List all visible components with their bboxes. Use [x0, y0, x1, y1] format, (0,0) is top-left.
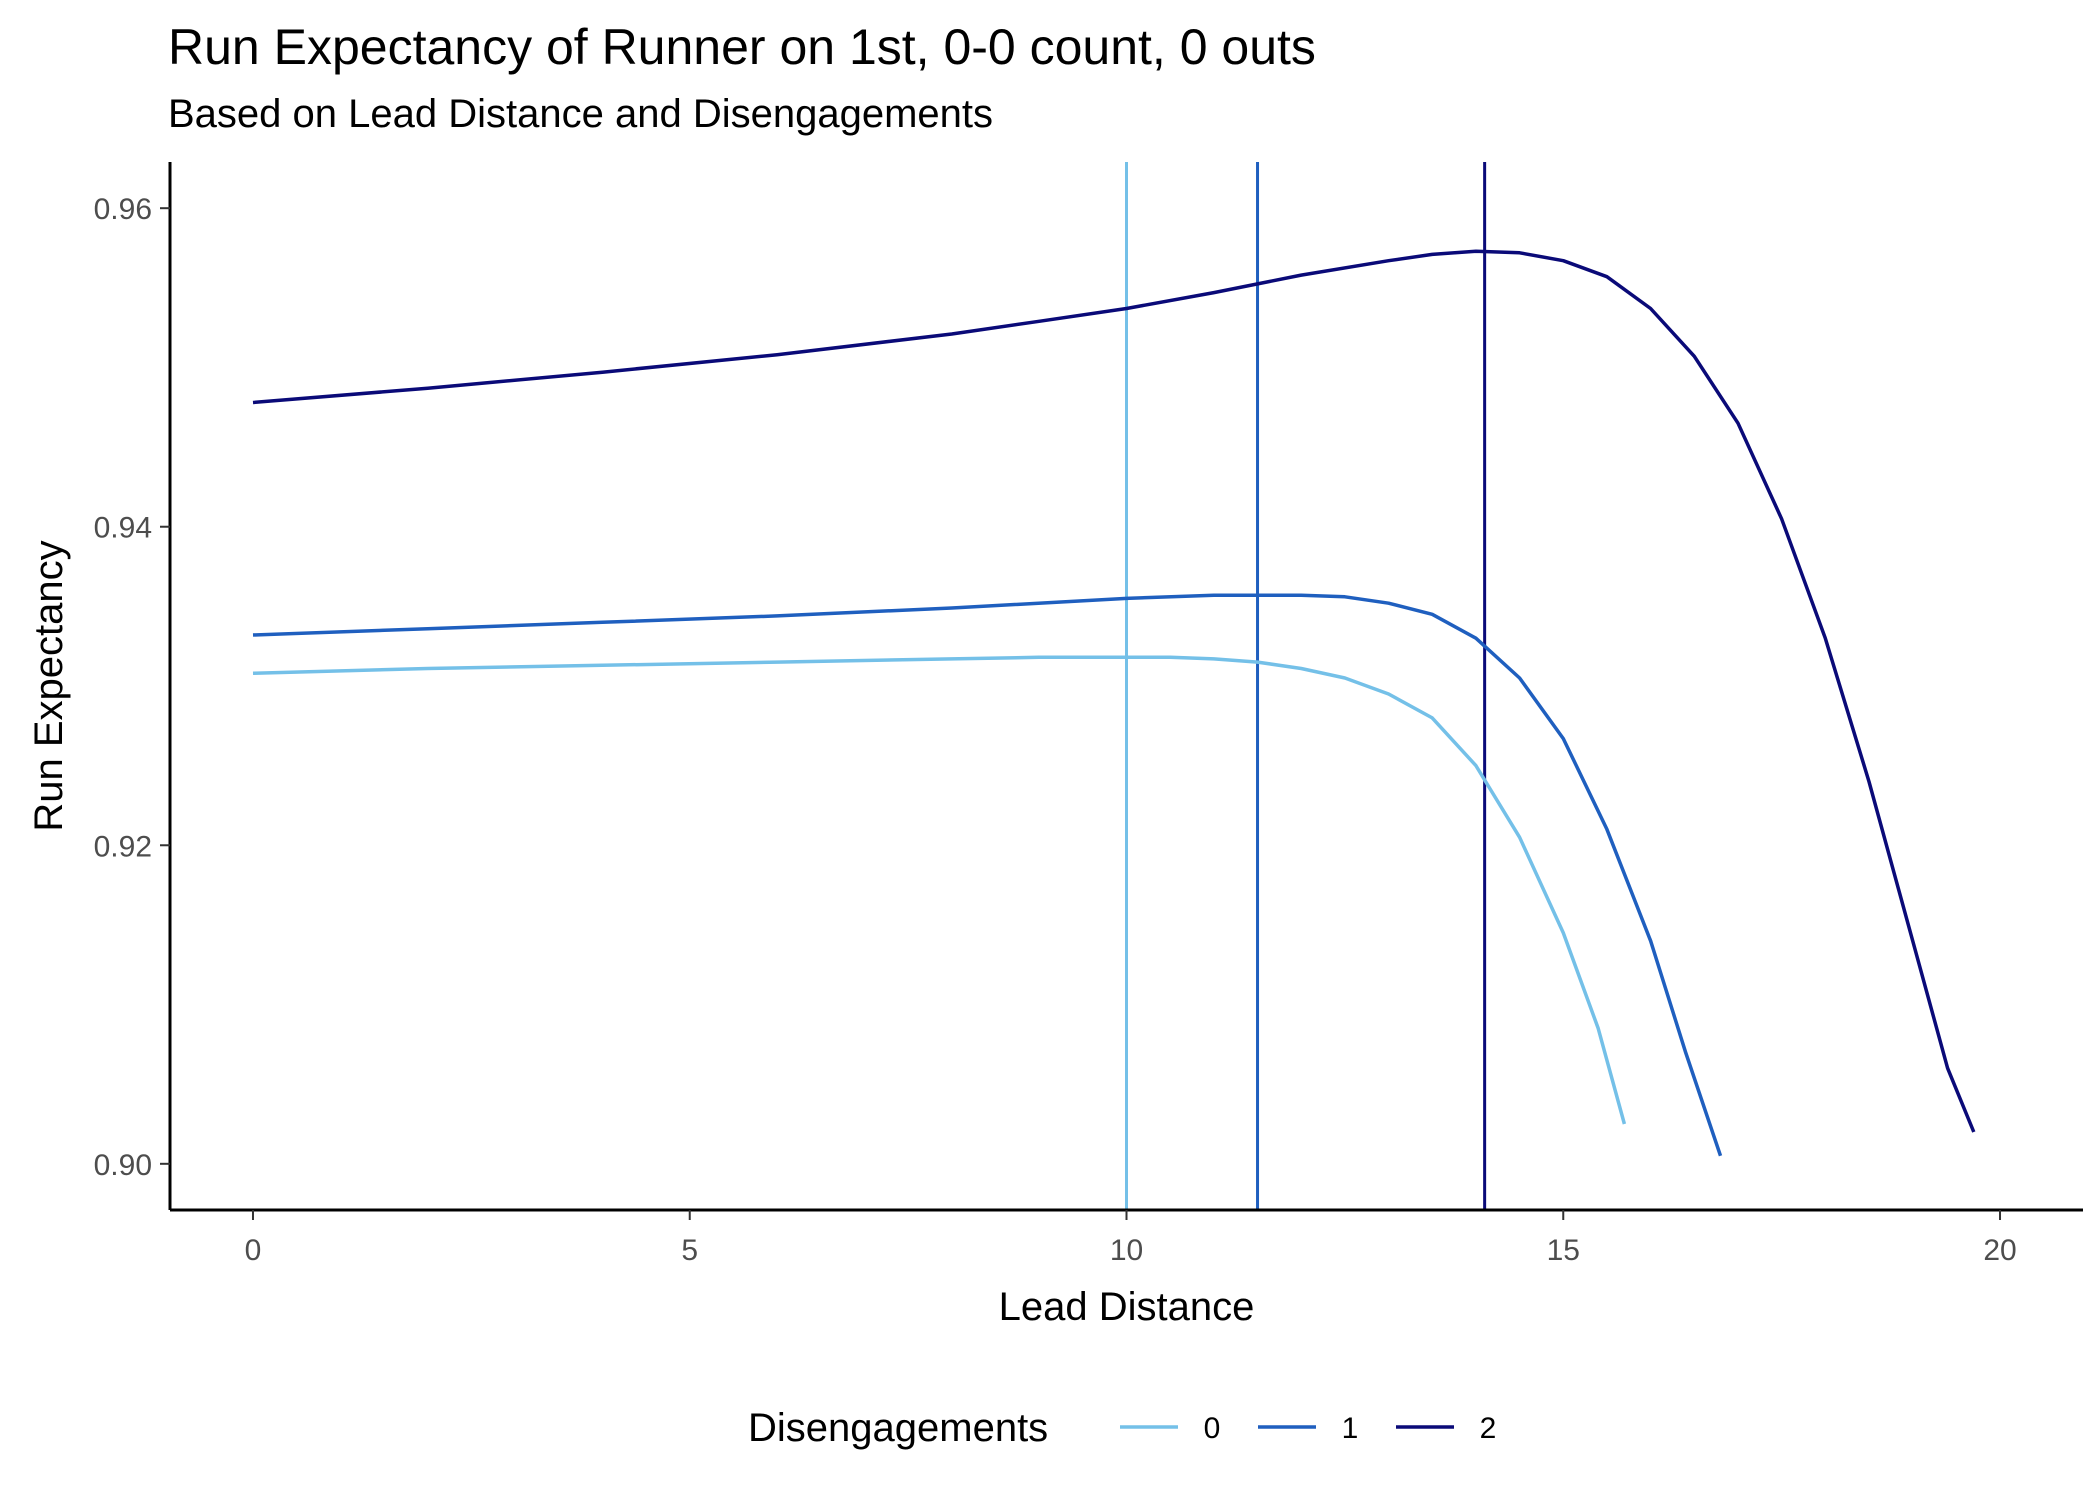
series-line-1: [252, 593, 1723, 1157]
x-axis-title: Lead Distance: [999, 1285, 1255, 1329]
y-tick-label: 0.92: [94, 830, 152, 863]
legend-label-1: 1: [1342, 1412, 1359, 1445]
legend-label-2: 2: [1480, 1412, 1497, 1445]
y-axis-title: Run Expectancy: [27, 540, 71, 831]
x-tick-label: 0: [245, 1234, 262, 1267]
legend-title: Disengagements: [748, 1406, 1048, 1450]
series-line-2: [252, 249, 1976, 1133]
x-tick-label: 20: [1983, 1234, 2016, 1267]
y-axis-ticks: 0.90 0.92 0.94 0.96: [94, 193, 170, 1182]
legend-label-0: 0: [1204, 1412, 1221, 1445]
y-tick-label: 0.94: [94, 512, 152, 545]
series-lines: [252, 249, 1976, 1157]
x-axis-ticks: 0 5 10 15 20: [245, 1210, 2017, 1267]
x-tick-label: 15: [1547, 1234, 1580, 1267]
legend: Disengagements 0 1 2: [748, 1406, 1496, 1450]
chart-title: Run Expectancy of Runner on 1st, 0-0 cou…: [168, 19, 1316, 75]
x-tick-label: 10: [1110, 1234, 1143, 1267]
y-tick-label: 0.90: [94, 1149, 152, 1182]
y-tick-label: 0.96: [94, 193, 152, 226]
x-tick-label: 5: [681, 1234, 698, 1267]
series-line-0: [252, 655, 1627, 1125]
vertical-reference-lines: [1125, 162, 1487, 1210]
chart-subtitle: Based on Lead Distance and Disengagement…: [168, 92, 993, 136]
